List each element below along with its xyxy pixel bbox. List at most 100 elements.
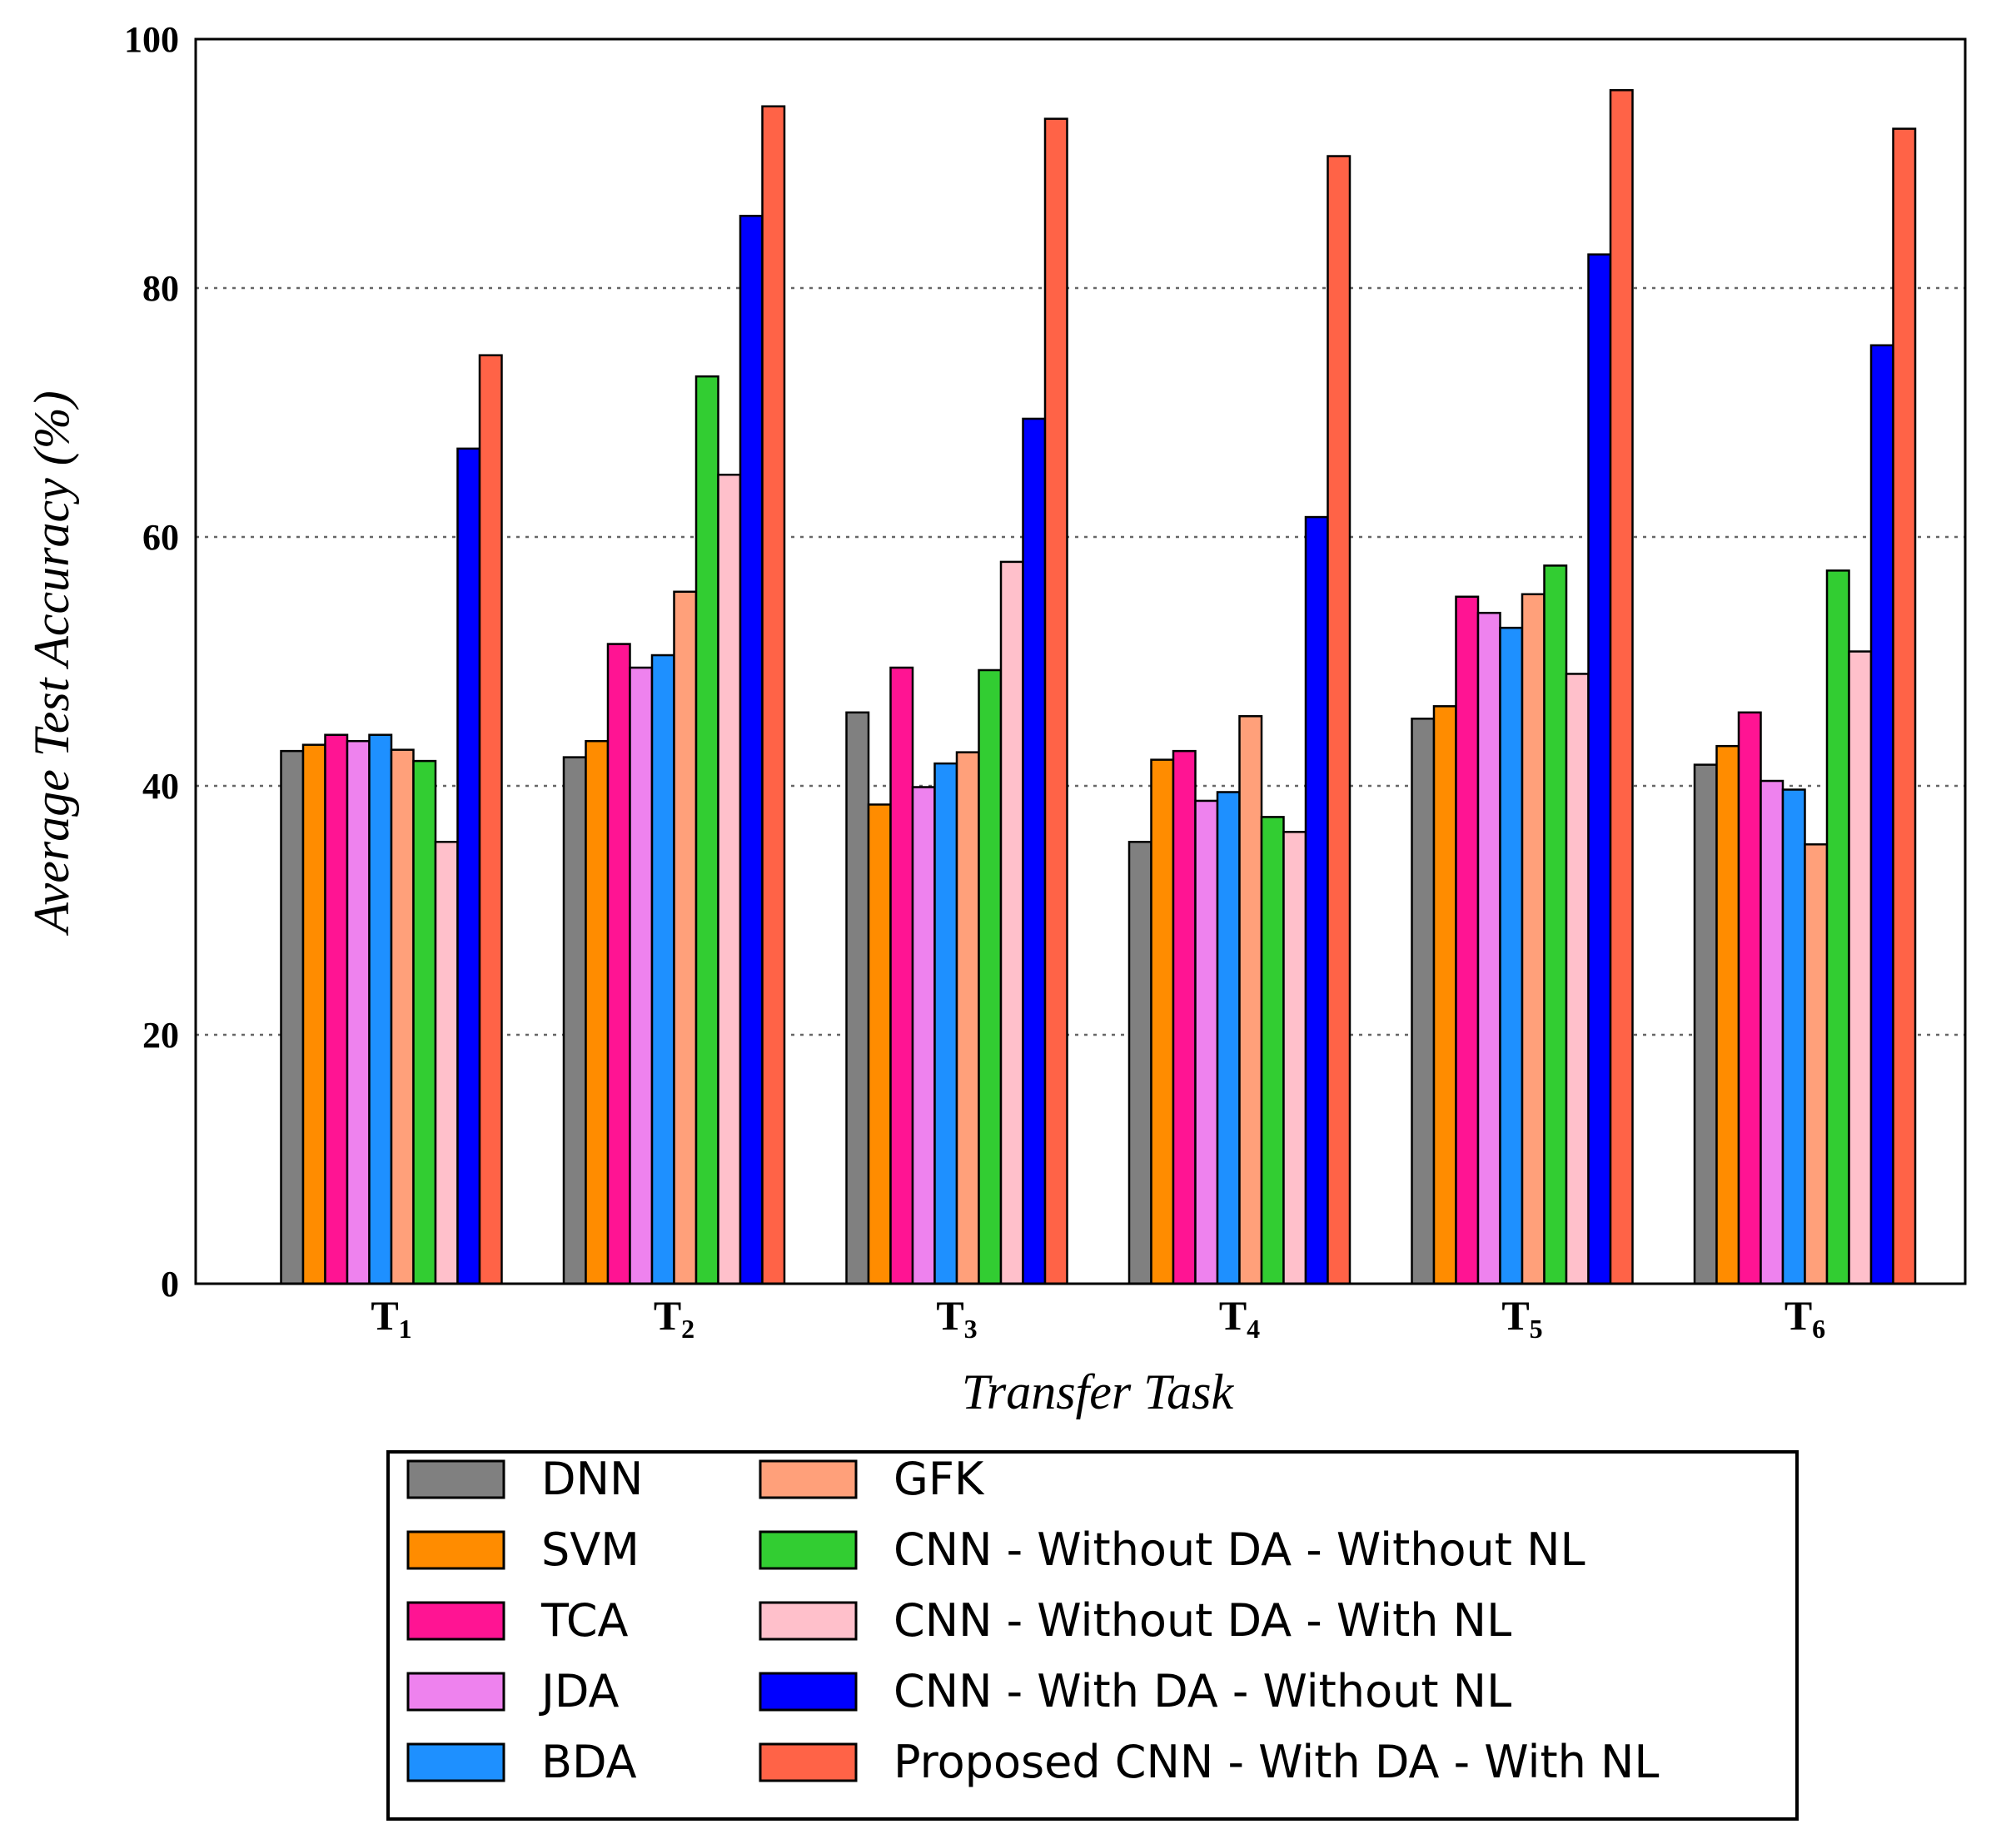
legend-label: DNN [541, 1453, 643, 1505]
bar-3-t2 [606, 643, 631, 1285]
bar-2-t3 [867, 803, 892, 1285]
x-tick-subscript: 4 [1247, 1314, 1260, 1344]
bar-3-t3 [889, 666, 914, 1285]
bar-5-t4 [1216, 791, 1241, 1285]
legend-swatch-1 [406, 1459, 505, 1499]
y-tick-label: 40 [142, 766, 179, 807]
x-tick-label: T2 [654, 1292, 694, 1344]
bar-9-t4 [1304, 515, 1329, 1285]
bar-9-t3 [1022, 417, 1047, 1285]
bar-6-t1 [390, 748, 415, 1285]
y-tick-label: 80 [142, 268, 179, 309]
bar-6-t5 [1521, 593, 1546, 1285]
legend-label: GFK [894, 1453, 985, 1505]
bar-9-t6 [1869, 344, 1894, 1285]
x-tick-main: T [1785, 1292, 1812, 1339]
bar-9-t5 [1587, 253, 1612, 1285]
bar-8-t5 [1565, 673, 1590, 1285]
bar-5-t2 [650, 654, 675, 1285]
bar-2-t5 [1432, 705, 1457, 1285]
bar-2-t2 [585, 739, 610, 1285]
x-tick-main: T [654, 1292, 681, 1339]
x-tick-subscript: 1 [399, 1314, 412, 1344]
legend-label: SVM [541, 1523, 640, 1576]
y-axis-title: Average Test Accuracy (%) [24, 390, 79, 936]
x-axis-ticks: T1 T2 T3 T4 T5 T6 [371, 1292, 1825, 1344]
bar-4-t5 [1476, 611, 1501, 1285]
bar-6-t4 [1238, 715, 1263, 1285]
bar-6-t6 [1804, 843, 1829, 1285]
bar-10-t1 [478, 354, 503, 1285]
bar-8-t2 [717, 474, 742, 1285]
bar-1-t2 [562, 756, 587, 1285]
legend: DNN SVM TCA JDA BDA GFK CNN - Without DA - Wit… [386, 1450, 1799, 1821]
bar-4-t2 [629, 666, 654, 1285]
bar-10-t2 [761, 105, 786, 1285]
y-tick-label: 20 [142, 1015, 179, 1056]
x-tick-subscript: 6 [1812, 1314, 1825, 1344]
bar-1-t5 [1411, 718, 1436, 1285]
x-tick-main: T [371, 1292, 398, 1339]
legend-swatch-4 [406, 1672, 505, 1712]
x-tick-main: T [1219, 1292, 1247, 1339]
y-tick-label: 100 [124, 19, 179, 60]
bar-7-t2 [694, 375, 719, 1285]
bar-3-t4 [1172, 749, 1197, 1285]
bar-5-t1 [368, 733, 393, 1285]
x-tick-label: T1 [371, 1292, 411, 1344]
legend-label: TCA [540, 1594, 629, 1647]
bar-7-t1 [412, 759, 437, 1285]
bar-3-t1 [324, 733, 349, 1285]
bar-5-t5 [1499, 626, 1524, 1285]
bar-8-t4 [1282, 831, 1307, 1285]
bar-6-t2 [673, 590, 698, 1285]
bar-3-t6 [1737, 711, 1762, 1285]
x-tick-subscript: 5 [1530, 1314, 1543, 1344]
legend-items: DNN SVM TCA JDA BDA GFK CNN - Without DA - Wit… [406, 1453, 1660, 1788]
legend-swatch-5 [406, 1742, 505, 1782]
bar-9-t2 [739, 215, 764, 1285]
legend-frame [386, 1450, 1799, 1821]
bar-4-t4 [1194, 799, 1219, 1285]
bar-3-t5 [1455, 595, 1480, 1285]
bar-7-t6 [1825, 569, 1850, 1285]
bar-5-t6 [1781, 788, 1806, 1285]
legend-swatch-9 [759, 1672, 858, 1712]
plot-frame [194, 37, 1967, 1285]
y-tick-label: 0 [161, 1264, 179, 1305]
x-tick-main: T [1501, 1292, 1529, 1339]
legend-label: CNN - Without DA - With NL [894, 1594, 1511, 1647]
bar-10-t5 [1609, 89, 1634, 1285]
legend-label: BDA [541, 1736, 637, 1788]
bar-4-t6 [1760, 779, 1785, 1285]
x-tick-main: T [936, 1292, 963, 1339]
legend-label: CNN - Without DA - Without NL [894, 1523, 1585, 1576]
x-tick-label: T3 [936, 1292, 977, 1344]
bar-8-t6 [1848, 650, 1873, 1285]
legend-swatch-10 [759, 1742, 858, 1782]
y-axis-ticks: 0 20 40 60 80 100 [124, 19, 179, 1305]
x-tick-subscript: 3 [964, 1314, 978, 1344]
bar-7-t3 [978, 668, 1003, 1285]
x-tick-label: T6 [1785, 1292, 1825, 1344]
bar-1-t6 [1693, 763, 1718, 1285]
x-tick-label: T4 [1219, 1292, 1260, 1344]
bar-10-t4 [1327, 155, 1351, 1285]
legend-swatch-8 [759, 1601, 858, 1641]
bar-9-t1 [456, 447, 481, 1285]
legend-label: CNN - With DA - Without NL [894, 1665, 1511, 1717]
bar-2-t1 [301, 743, 326, 1285]
bar-8-t3 [999, 560, 1024, 1285]
legend-label: JDA [539, 1665, 620, 1717]
legend-swatch-7 [759, 1530, 858, 1570]
legend-swatch-3 [406, 1601, 505, 1641]
legend-swatch-6 [759, 1459, 858, 1499]
legend-label: Proposed CNN - With DA - With NL [894, 1736, 1660, 1788]
bar-8-t1 [434, 841, 459, 1285]
bar-1-t1 [280, 749, 305, 1285]
bar-2-t6 [1715, 744, 1740, 1285]
bar-1-t3 [845, 711, 870, 1285]
bar-1-t4 [1127, 841, 1152, 1285]
bar-7-t5 [1543, 564, 1568, 1285]
